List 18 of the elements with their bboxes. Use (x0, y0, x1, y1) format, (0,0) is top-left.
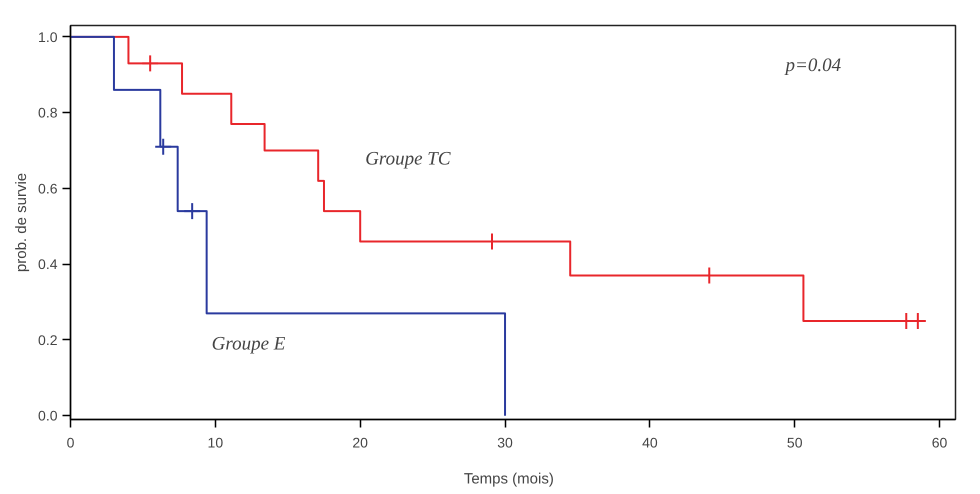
y-tick-label: 0.8 (38, 104, 58, 121)
x-tick-label: 60 (932, 434, 948, 450)
y-tick-label: 1.0 (38, 28, 58, 45)
y-axis-title: prob. de survie (13, 172, 30, 272)
y-tick-label: 0.6 (38, 180, 58, 196)
x-tick-label: 0 (66, 434, 75, 450)
text: Groupe TC (365, 148, 451, 170)
annotation: p=0.04 (784, 55, 842, 76)
y-tick-label: 0.4 (38, 256, 58, 272)
series-label: Groupe E (212, 333, 286, 354)
y-tick-label: 0.0 (38, 408, 58, 424)
x-tick-label: 30 (497, 434, 514, 450)
x-tick-label: 50 (786, 434, 803, 450)
x-tick-label: 20 (352, 434, 368, 450)
x-axis-title: Temps (mois) (464, 470, 554, 488)
x-tick-label: 10 (208, 434, 224, 450)
y-tick-label: 0.2 (38, 332, 58, 348)
x-tick-label: 40 (642, 434, 658, 450)
